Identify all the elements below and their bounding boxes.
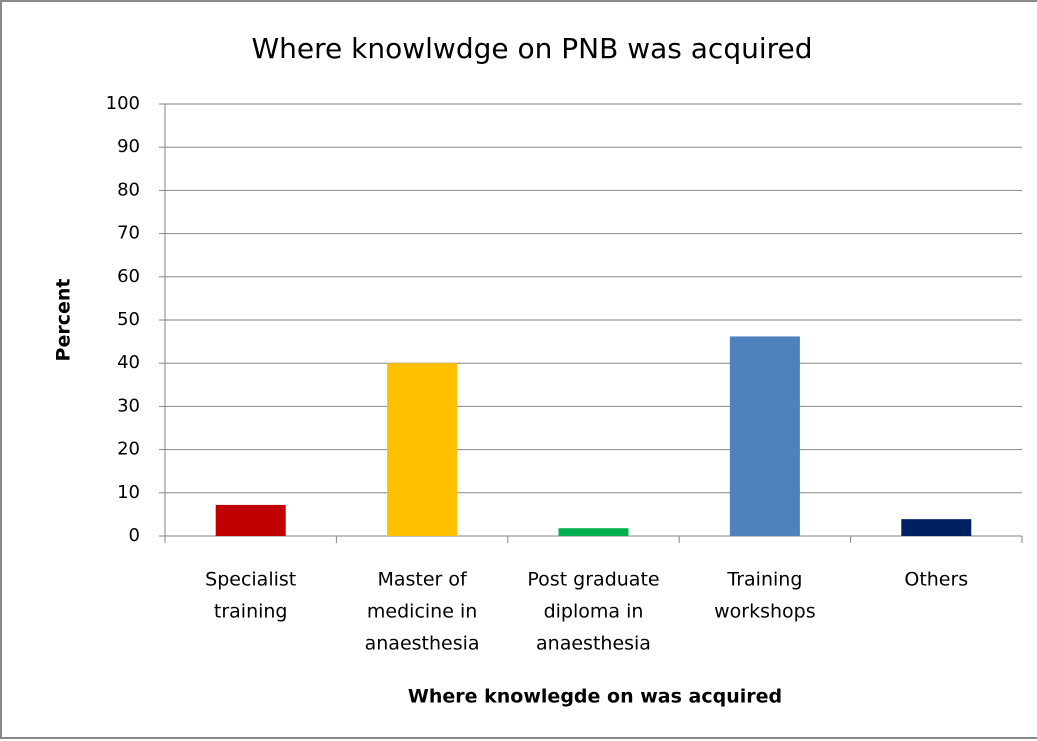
y-tick-label: 60 [117, 266, 140, 287]
y-tick-label: 70 [117, 223, 140, 244]
y-tick-label: 80 [117, 179, 140, 200]
x-tick-label: anaesthesia [365, 633, 480, 655]
x-axis-label: Where knowlegde on was acquired [408, 686, 782, 708]
x-tick-label: Master of [377, 569, 468, 591]
bar [387, 363, 458, 536]
y-tick-label: 100 [106, 93, 140, 114]
y-axis-label: Percent [53, 279, 75, 362]
bar [729, 336, 800, 536]
x-tick-label: Others [904, 569, 968, 591]
x-tick-label: Post graduate [527, 569, 659, 591]
y-tick-label: 90 [117, 136, 140, 157]
bar [215, 504, 286, 536]
x-tick-label: anaesthesia [536, 633, 651, 655]
y-tick-label: 40 [117, 352, 140, 373]
x-tick-label: training [214, 601, 288, 623]
bar [558, 528, 629, 536]
y-tick-label: 0 [129, 525, 140, 546]
y-tick-label: 20 [117, 439, 140, 460]
chart-title: Where knowlwdge on PNB was acquired [251, 32, 812, 65]
x-tick-label: medicine in [367, 601, 477, 623]
x-tick-label: diploma in [544, 601, 644, 623]
y-tick-label: 30 [117, 395, 140, 416]
x-tick-label: Training [726, 569, 802, 591]
bar [901, 519, 972, 536]
y-tick-label: 50 [117, 309, 140, 330]
x-tick-label: Specialist [205, 569, 296, 591]
x-tick-label: workshops [714, 601, 816, 623]
y-tick-label: 10 [117, 482, 140, 503]
